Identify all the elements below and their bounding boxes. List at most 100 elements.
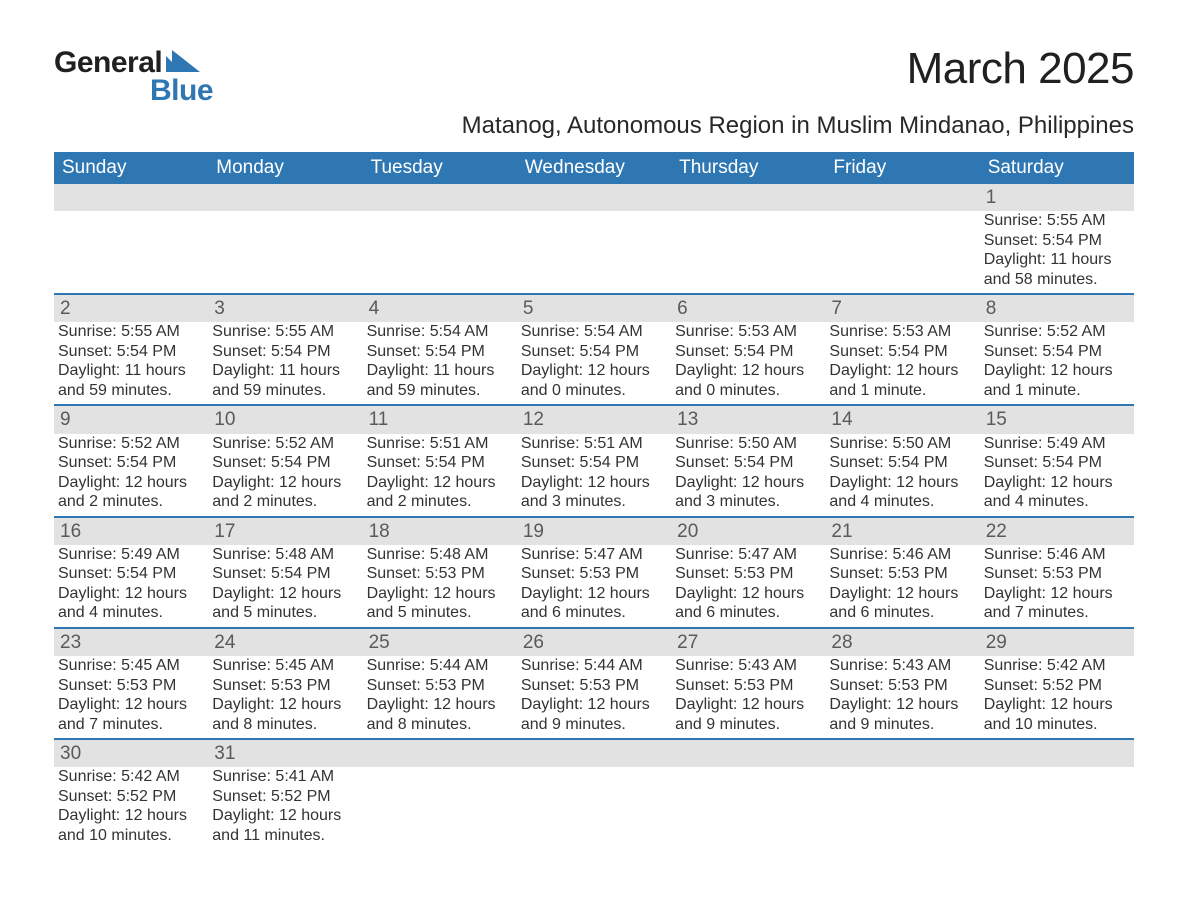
week-daynum-row: 16171819202122 [54, 517, 1134, 545]
week-daynum-row: 9101112131415 [54, 405, 1134, 433]
day-detail-cell: Sunrise: 5:51 AMSunset: 5:54 PMDaylight:… [363, 434, 517, 517]
daylight2-text: and 0 minutes. [675, 381, 819, 401]
daylight2-text: and 9 minutes. [675, 715, 819, 735]
logo-text-bottom: Blue [150, 74, 213, 108]
sunrise-text: Sunrise: 5:55 AM [212, 322, 356, 342]
calendar-header: Sunday Monday Tuesday Wednesday Thursday… [54, 152, 1134, 184]
day-number-cell: 26 [517, 628, 671, 656]
sunset-text: Sunset: 5:53 PM [675, 564, 819, 584]
day-number-cell: 25 [363, 628, 517, 656]
daylight2-text: and 11 minutes. [212, 826, 356, 846]
day-number: 4 [369, 298, 380, 319]
day-number: 10 [214, 409, 235, 430]
day-number-cell [517, 739, 671, 767]
week-detail-row: Sunrise: 5:45 AMSunset: 5:53 PMDaylight:… [54, 656, 1134, 739]
day-number-cell: 2 [54, 294, 208, 322]
sunset-text: Sunset: 5:54 PM [521, 453, 665, 473]
day-number-cell: 8 [980, 294, 1134, 322]
sunset-text: Sunset: 5:53 PM [58, 676, 202, 696]
day-number-cell: 12 [517, 405, 671, 433]
sunset-text: Sunset: 5:54 PM [984, 231, 1128, 251]
sunrise-text: Sunrise: 5:53 AM [675, 322, 819, 342]
daylight1-text: Daylight: 12 hours [212, 695, 356, 715]
daylight1-text: Daylight: 12 hours [521, 584, 665, 604]
week-daynum-row: 30 31 [54, 739, 1134, 767]
day-number-cell: 13 [671, 405, 825, 433]
col-monday: Monday [208, 152, 362, 184]
daylight1-text: Daylight: 12 hours [58, 806, 202, 826]
sunset-text: Sunset: 5:54 PM [212, 564, 356, 584]
daylight1-text: Daylight: 12 hours [367, 473, 511, 493]
sunrise-text: Sunrise: 5:47 AM [675, 545, 819, 565]
sunrise-text: Sunrise: 5:54 AM [521, 322, 665, 342]
daylight1-text: Daylight: 12 hours [212, 473, 356, 493]
sunset-text: Sunset: 5:54 PM [521, 342, 665, 362]
day-number-cell: 31 [208, 739, 362, 767]
day-detail-cell: Sunrise: 5:49 AMSunset: 5:54 PMDaylight:… [980, 434, 1134, 517]
day-number: 30 [60, 743, 81, 764]
daylight1-text: Daylight: 11 hours [212, 361, 356, 381]
sunset-text: Sunset: 5:54 PM [675, 342, 819, 362]
sunset-text: Sunset: 5:53 PM [984, 564, 1128, 584]
day-number: 26 [523, 632, 544, 653]
daylight1-text: Daylight: 12 hours [675, 695, 819, 715]
day-detail-cell: Sunrise: 5:52 AMSunset: 5:54 PMDaylight:… [208, 434, 362, 517]
day-detail-cell [825, 211, 979, 294]
day-detail-cell: Sunrise: 5:48 AMSunset: 5:54 PMDaylight:… [208, 545, 362, 628]
day-detail-cell [825, 767, 979, 849]
day-number: 21 [831, 521, 852, 542]
day-detail-cell: Sunrise: 5:52 AMSunset: 5:54 PMDaylight:… [54, 434, 208, 517]
sunset-text: Sunset: 5:54 PM [829, 453, 973, 473]
page: General Blue March 2025 Matanog, Autonom… [0, 0, 1188, 909]
daylight2-text: and 58 minutes. [984, 270, 1128, 290]
day-number-cell: 5 [517, 294, 671, 322]
daylight1-text: Daylight: 12 hours [675, 361, 819, 381]
daylight2-text: and 59 minutes. [367, 381, 511, 401]
day-number: 28 [831, 632, 852, 653]
day-number: 9 [60, 409, 71, 430]
sunset-text: Sunset: 5:52 PM [212, 787, 356, 807]
day-detail-cell [54, 211, 208, 294]
day-number: 31 [214, 743, 235, 764]
daylight2-text: and 10 minutes. [984, 715, 1128, 735]
daylight1-text: Daylight: 12 hours [829, 473, 973, 493]
sunrise-text: Sunrise: 5:52 AM [212, 434, 356, 454]
daylight1-text: Daylight: 12 hours [521, 361, 665, 381]
sunset-text: Sunset: 5:54 PM [367, 453, 511, 473]
day-detail-cell [671, 767, 825, 849]
sunrise-text: Sunrise: 5:52 AM [58, 434, 202, 454]
col-friday: Friday [825, 152, 979, 184]
sunset-text: Sunset: 5:54 PM [58, 342, 202, 362]
header-row: General Blue March 2025 Matanog, Autonom… [54, 44, 1134, 148]
day-number: 5 [523, 298, 534, 319]
day-number-cell: 16 [54, 517, 208, 545]
day-number: 11 [369, 409, 389, 430]
day-number-cell [671, 184, 825, 211]
day-number-cell: 21 [825, 517, 979, 545]
sunrise-text: Sunrise: 5:48 AM [367, 545, 511, 565]
week-daynum-row: 2345678 [54, 294, 1134, 322]
logo: General Blue [54, 46, 213, 108]
day-number-cell [363, 739, 517, 767]
day-detail-cell [517, 767, 671, 849]
day-detail-cell: Sunrise: 5:45 AMSunset: 5:53 PMDaylight:… [208, 656, 362, 739]
daylight1-text: Daylight: 12 hours [521, 473, 665, 493]
sunrise-text: Sunrise: 5:46 AM [984, 545, 1128, 565]
daylight1-text: Daylight: 12 hours [58, 584, 202, 604]
day-detail-cell: Sunrise: 5:43 AMSunset: 5:53 PMDaylight:… [671, 656, 825, 739]
daylight1-text: Daylight: 12 hours [675, 473, 819, 493]
sunset-text: Sunset: 5:54 PM [212, 342, 356, 362]
sunrise-text: Sunrise: 5:54 AM [367, 322, 511, 342]
day-number-cell [825, 184, 979, 211]
day-number-cell: 1 [980, 184, 1134, 211]
daylight1-text: Daylight: 11 hours [984, 250, 1128, 270]
day-number: 14 [831, 409, 852, 430]
sunset-text: Sunset: 5:54 PM [984, 453, 1128, 473]
daylight2-text: and 59 minutes. [212, 381, 356, 401]
sunset-text: Sunset: 5:53 PM [521, 676, 665, 696]
daylight2-text: and 4 minutes. [829, 492, 973, 512]
location-subtitle: Matanog, Autonomous Region in Muslim Min… [462, 112, 1134, 140]
day-number: 22 [986, 521, 1007, 542]
day-number-cell: 24 [208, 628, 362, 656]
sunset-text: Sunset: 5:52 PM [984, 676, 1128, 696]
